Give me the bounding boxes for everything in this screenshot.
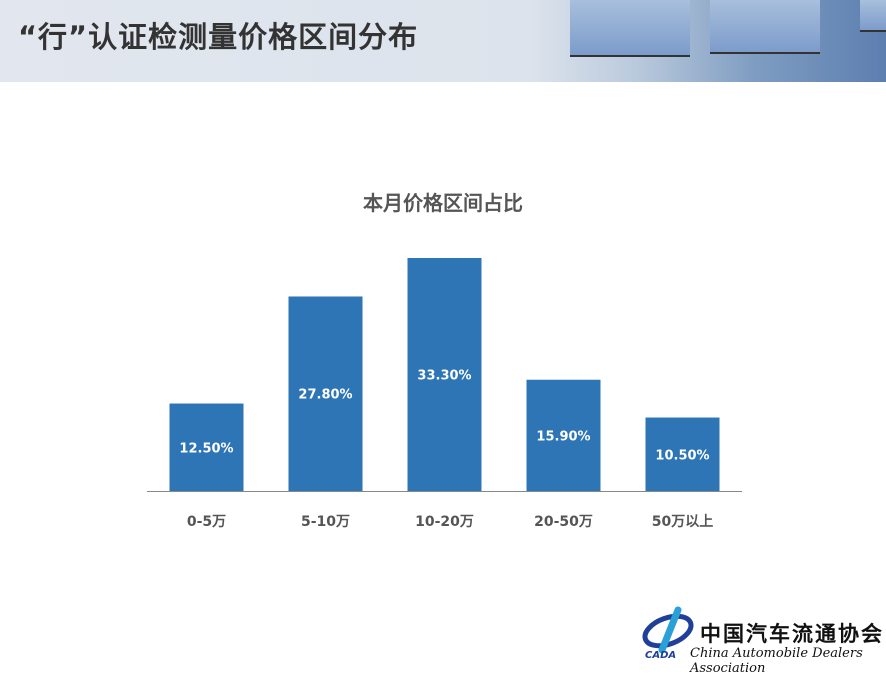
data-label: 10.50% [655, 448, 709, 463]
x-tick-label: 0-5万 [187, 514, 226, 530]
x-tick-label: 20-50万 [534, 514, 593, 530]
data-label: 15.90% [536, 429, 590, 444]
cube-image [710, 0, 820, 54]
x-tick-label: 10-20万 [415, 514, 474, 530]
logo-emblem-icon [642, 606, 694, 654]
cube-image [570, 0, 690, 57]
bar [169, 403, 244, 491]
logo-abbr: CADA [645, 650, 677, 661]
x-tick-label: 50万以上 [652, 514, 713, 530]
data-label: 12.50% [179, 441, 233, 456]
data-label: 33.30% [417, 369, 471, 384]
logo-name-cn: 中国汽车流通协会 [700, 621, 884, 646]
page-title: “行”认证检测量价格区间分布 [18, 20, 419, 54]
bar [288, 296, 363, 491]
data-label: 27.80% [298, 388, 352, 403]
chart-title: 本月价格区间占比 [363, 191, 523, 215]
bar [407, 258, 482, 491]
logo-name-en: China Automobile Dealers Association [690, 646, 863, 676]
cube-image [860, 0, 886, 32]
bar [526, 379, 601, 491]
x-tick-label: 5-10万 [301, 514, 350, 530]
header-banner [0, 0, 886, 82]
cada-logo [640, 605, 886, 667]
bar [645, 417, 720, 491]
